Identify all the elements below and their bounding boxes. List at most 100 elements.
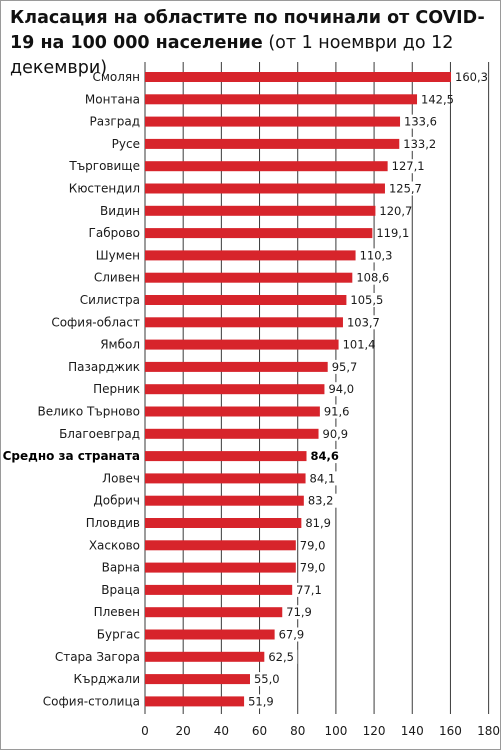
bar <box>145 384 325 395</box>
bar <box>145 272 353 283</box>
value-label: 160,3 <box>455 70 488 84</box>
category-label: Видин <box>100 204 140 218</box>
bar <box>145 94 418 105</box>
value-label-bg <box>345 315 376 330</box>
category-label: Добрич <box>93 494 140 508</box>
chart-title: Класация на областите по починали от COV… <box>10 6 490 81</box>
value-label: 105,5 <box>350 293 383 307</box>
value-label-bg <box>378 203 409 218</box>
value-label: 95,7 <box>332 360 358 374</box>
value-label: 79,0 <box>300 538 326 552</box>
category-label: Сливен <box>94 271 140 285</box>
value-label-bg <box>247 694 278 709</box>
value-label-bg <box>308 471 339 486</box>
category-label: Търговище <box>68 159 140 173</box>
value-label: 90,9 <box>323 427 349 441</box>
bar <box>145 183 385 194</box>
value-label: 142,5 <box>421 92 454 106</box>
x-tick-label: 100 <box>324 724 347 738</box>
category-label: Пазарджик <box>68 360 140 374</box>
category-label: Силистра <box>80 293 140 307</box>
value-label-bg <box>387 181 418 196</box>
bar <box>145 406 320 417</box>
value-label-bg <box>298 538 329 553</box>
value-label: 83,2 <box>308 494 334 508</box>
value-label: 119,1 <box>376 226 409 240</box>
bar <box>145 540 296 551</box>
category-label: Стара Загора <box>55 650 140 664</box>
value-label-bg <box>349 293 380 307</box>
value-label: 133,6 <box>404 115 437 129</box>
x-tick-labels: 0 20 40 60 80 100 120 140 160 180 <box>141 724 500 738</box>
x-tick-label: 80 <box>290 724 305 738</box>
category-label: Шумен <box>96 248 140 262</box>
x-tick-label: 180 <box>477 724 500 738</box>
value-label: 103,7 <box>347 315 380 329</box>
x-tick-label: 40 <box>214 724 229 738</box>
category-label: Велико Търново <box>37 405 140 419</box>
value-label: 71,9 <box>286 605 312 619</box>
value-label-bg <box>454 70 485 84</box>
value-label: 101,4 <box>343 338 376 352</box>
value-label-bg <box>309 449 340 464</box>
value-label-bg <box>306 493 337 508</box>
value-label: 108,6 <box>356 271 389 285</box>
category-label: Плевен <box>94 605 140 619</box>
x-tick-label: 20 <box>176 724 191 738</box>
chart-title-main: Класация на областите по починали от COV… <box>10 8 485 53</box>
value-label-bg <box>322 404 353 419</box>
bar <box>145 250 356 261</box>
category-label: София-област <box>51 315 140 329</box>
category-label: Смолян <box>92 70 140 84</box>
category-label: Пловдив <box>86 516 140 530</box>
bar <box>145 696 245 707</box>
bar <box>145 228 373 239</box>
value-label-bg <box>267 649 298 664</box>
bar <box>145 607 283 618</box>
bar <box>145 674 250 685</box>
bar <box>145 428 319 439</box>
value-label: 84,6 <box>311 449 339 463</box>
value-label: 120,7 <box>379 204 412 218</box>
category-labels: Смолян Монтана Разград Русе Търговище Кюстенд… <box>3 70 140 708</box>
value-label-bg <box>298 560 329 575</box>
bar <box>145 138 400 149</box>
category-label: Бургас <box>97 628 140 642</box>
value-label: 110,3 <box>360 248 393 262</box>
value-label: 51,9 <box>248 694 274 708</box>
value-label: 125,7 <box>389 182 422 196</box>
value-label-bg <box>375 226 406 241</box>
bar <box>145 72 452 82</box>
bar <box>145 116 401 127</box>
category-label: Варна <box>102 561 140 575</box>
x-tick-label: 120 <box>363 724 386 738</box>
value-label-bg <box>304 516 335 530</box>
bar <box>145 339 339 350</box>
bar <box>145 495 304 506</box>
value-label-bg <box>321 426 352 441</box>
value-label-bg <box>390 159 421 174</box>
x-tick-label: 160 <box>439 724 462 738</box>
value-label-bg <box>355 270 386 285</box>
value-label-bg <box>285 605 316 620</box>
x-tick-label: 0 <box>141 724 149 738</box>
value-label-bg <box>252 672 283 687</box>
category-label: Перник <box>93 382 140 396</box>
bar <box>145 361 328 372</box>
bar <box>145 451 307 462</box>
value-label: 81,9 <box>305 516 331 530</box>
category-label: София-столица <box>43 694 140 708</box>
category-label: Кърджали <box>73 672 140 686</box>
value-label-bg <box>295 582 326 597</box>
category-label: Русе <box>112 137 140 151</box>
bar <box>145 562 296 573</box>
category-label: Хасково <box>89 538 140 552</box>
bar <box>145 518 302 528</box>
value-label-bg <box>330 359 361 374</box>
category-label: Ямбол <box>100 338 140 352</box>
value-label-bg <box>403 114 434 129</box>
value-label: 94,0 <box>328 382 354 396</box>
category-label: Благоевград <box>59 427 140 441</box>
